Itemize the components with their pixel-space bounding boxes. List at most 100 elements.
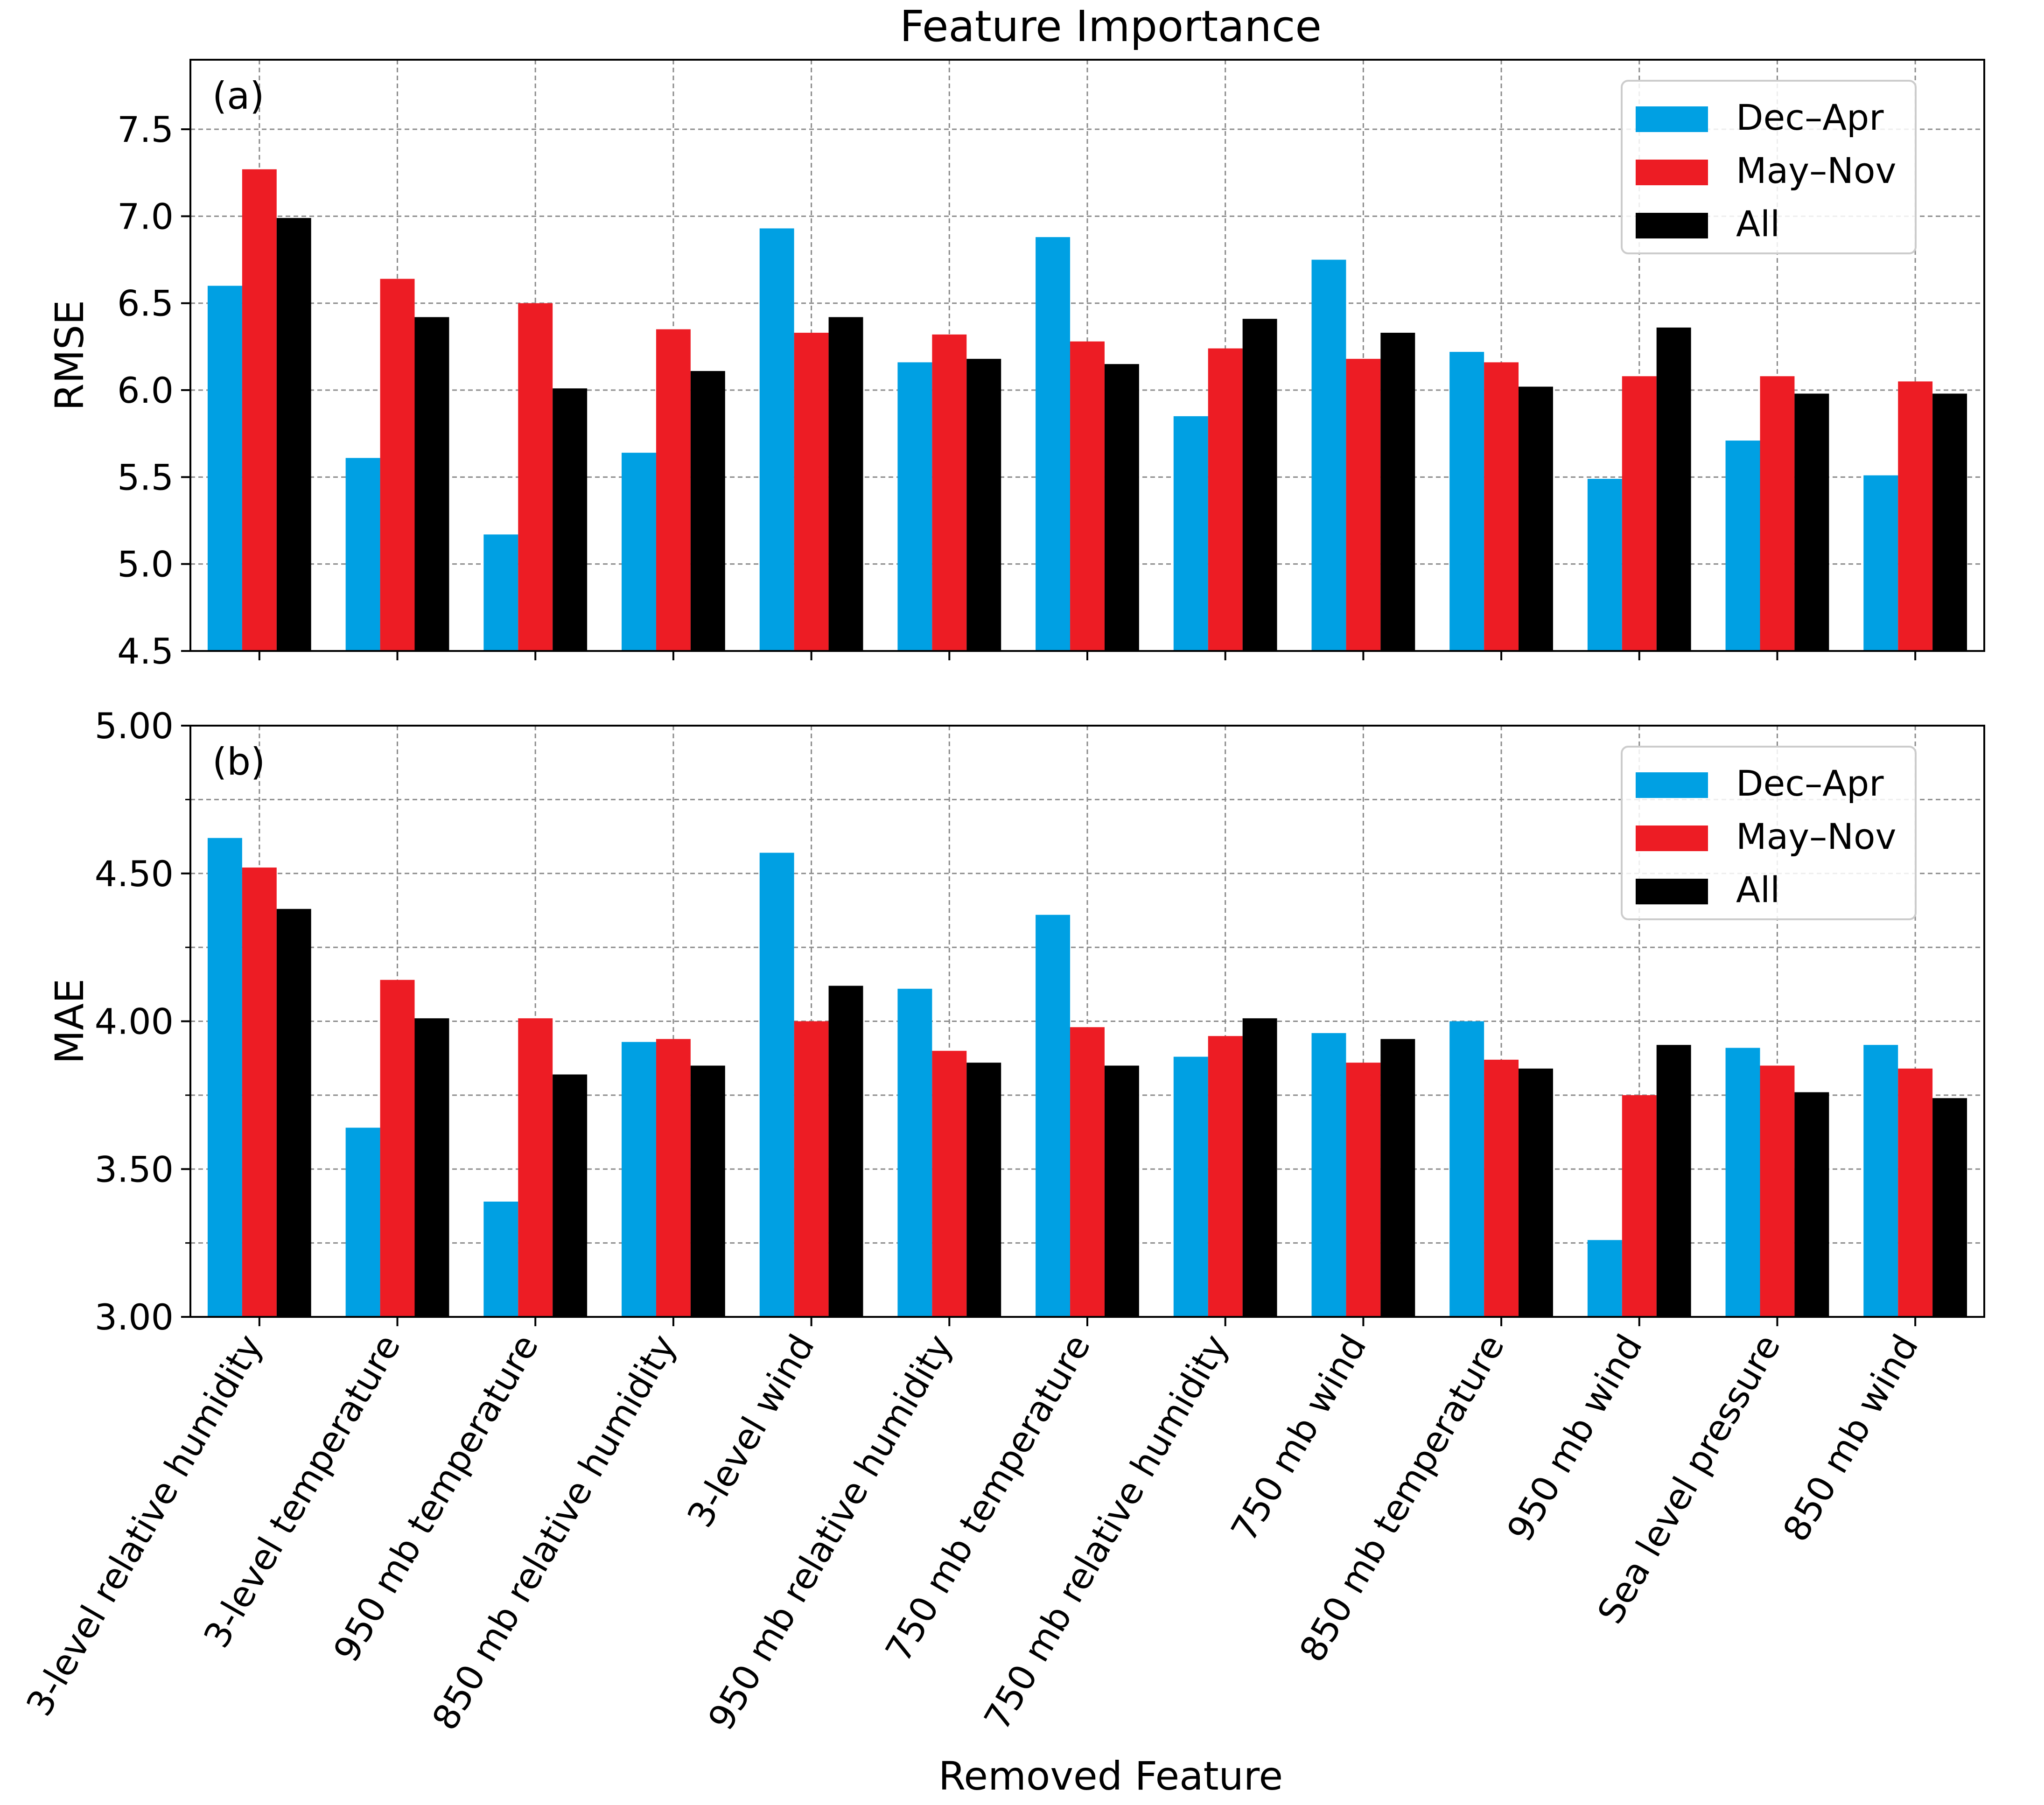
bar-all-3-level-relative-humidity [276,218,311,651]
bar-dec-apr-850-mb-temperature [1449,352,1484,651]
mae-panel: 3.00 3.50 4.00 4.50 5.00 MAE (b) Dec–Apr May–Nov… [18,705,1985,1737]
bar-dec-apr-3-level-temperature [345,1127,380,1317]
chart-title: Feature Importance [900,1,1322,51]
x-tick-label-3-level-wind: 3-level wind [679,1328,822,1534]
bar-all-3-level-relative-humidity [276,909,311,1317]
bar-may-nov-950-mb-temperature [518,1018,553,1317]
x-tick-label-3-level-relative-humidity: 3-level relative humidity [18,1328,271,1723]
bar-dec-apr-3-level-wind [759,853,794,1317]
y-tick-label: 3.00 [95,1296,174,1338]
bar-all-750-mb-wind [1380,1039,1415,1317]
y-tick-label: 6.5 [117,283,174,324]
y-tick-label: 4.50 [95,853,174,895]
y-tick-label: 6.0 [117,370,174,411]
legend-label-dec-apr: Dec–Apr [1736,97,1884,138]
bar-dec-apr-3-level-wind [759,228,794,651]
bar-all-950-mb-temperature [553,388,588,651]
bar-may-nov-3-level-relative-humidity [242,868,277,1317]
legend-swatch-dec-apr [1636,772,1708,798]
bar-all-950-mb-relative-humidity [966,358,1001,651]
bar-may-nov-850-mb-wind [1898,381,1933,651]
bar-dec-apr-750-mb-wind [1311,1033,1346,1317]
x-tick-label-750-mb-relative-humidity: 750 mb relative humidity [976,1328,1236,1737]
bar-may-nov-850-mb-temperature [1484,1059,1519,1317]
bar-may-nov-3-level-relative-humidity [242,169,277,651]
bar-may-nov-750-mb-relative-humidity [1208,1036,1243,1317]
legend-label-may-nov: May–Nov [1736,816,1896,857]
bar-all-750-mb-temperature [1104,1065,1139,1317]
bar-may-nov-950-mb-temperature [518,303,553,651]
bar-all-850-mb-wind [1932,393,1967,651]
y-tick-label: 7.5 [117,109,174,150]
bar-dec-apr-950-mb-wind [1587,479,1622,651]
legend-swatch-may-nov [1636,826,1708,851]
bar-all-750-mb-relative-humidity [1242,319,1277,651]
bar-all-sea-level-pressure [1794,1092,1829,1317]
bar-all-sea-level-pressure [1794,393,1829,651]
legend: Dec–Apr May–Nov All [1621,80,1917,254]
bar-dec-apr-950-mb-relative-humidity [897,362,932,651]
bar-may-nov-750-mb-relative-humidity [1208,348,1243,651]
y-axis-label: MAE [47,979,92,1064]
legend-swatch-may-nov [1636,160,1708,185]
bar-all-850-mb-wind [1932,1098,1967,1317]
bar-all-850-mb-relative-humidity [690,1065,725,1317]
bar-all-750-mb-temperature [1104,364,1139,651]
bar-all-950-mb-wind [1656,327,1691,651]
bar-all-950-mb-temperature [553,1074,588,1317]
bar-all-850-mb-temperature [1519,386,1553,651]
x-tick-label-950-mb-wind: 950 mb wind [1499,1328,1651,1548]
x-axis-label: Removed Feature [938,1753,1283,1799]
bar-dec-apr-750-mb-temperature [1036,237,1071,651]
bar-dec-apr-3-level-relative-humidity [207,838,242,1317]
y-tick-label: 4.5 [117,630,174,672]
bar-may-nov-sea-level-pressure [1760,376,1795,651]
bar-may-nov-750-mb-wind [1346,358,1381,651]
bar-dec-apr-950-mb-temperature [483,534,518,651]
bar-dec-apr-950-mb-temperature [483,1201,518,1317]
y-tick-label: 5.5 [117,456,174,498]
bar-may-nov-3-level-temperature [380,279,415,651]
bar-may-nov-950-mb-wind [1622,376,1657,651]
bar-all-850-mb-temperature [1519,1068,1553,1317]
bar-may-nov-850-mb-relative-humidity [656,329,691,651]
bar-all-850-mb-relative-humidity [690,371,725,651]
bar-dec-apr-850-mb-wind [1863,475,1898,651]
bar-dec-apr-850-mb-wind [1863,1045,1898,1317]
bar-may-nov-750-mb-temperature [1070,341,1105,651]
bar-may-nov-950-mb-relative-humidity [932,1050,967,1317]
legend-label-all: All [1736,203,1780,245]
bar-may-nov-850-mb-wind [1898,1068,1933,1317]
bar-dec-apr-950-mb-relative-humidity [897,988,932,1317]
legend-label-may-nov: May–Nov [1736,150,1896,191]
legend-swatch-dec-apr [1636,106,1708,132]
y-tick-label: 5.00 [95,705,174,747]
bar-may-nov-950-mb-relative-humidity [932,334,967,651]
bar-all-750-mb-relative-humidity [1242,1018,1277,1317]
y-tick-label: 4.00 [95,1001,174,1042]
bar-dec-apr-750-mb-relative-humidity [1173,1056,1208,1317]
y-tick-label: 3.50 [95,1148,174,1190]
bar-dec-apr-950-mb-wind [1587,1240,1622,1317]
panel-label: (b) [212,740,265,784]
bar-all-950-mb-wind [1656,1045,1691,1317]
bar-all-750-mb-wind [1380,333,1415,651]
bar-dec-apr-sea-level-pressure [1725,441,1760,651]
legend-label-all: All [1736,869,1780,910]
bar-dec-apr-850-mb-temperature [1449,1021,1484,1317]
bar-may-nov-750-mb-temperature [1070,1027,1105,1317]
rmse-panel: 4.5 5.0 5.5 6.0 6.5 7.0 7.5 RMSE (a) Dec–Apr May–N… [47,59,1985,672]
bar-dec-apr-3-level-relative-humidity [207,286,242,651]
panel-label: (a) [212,74,264,118]
bar-dec-apr-750-mb-temperature [1036,915,1071,1317]
bar-may-nov-3-level-wind [794,1021,829,1317]
bar-all-3-level-temperature [414,317,449,651]
legend-swatch-all [1636,879,1708,904]
legend: Dec–Apr May–Nov All [1621,746,1917,920]
y-tick-label: 7.0 [117,196,174,237]
bar-dec-apr-3-level-temperature [345,458,380,651]
legend-swatch-all [1636,213,1708,238]
x-tick-label-750-mb-wind: 750 mb wind [1223,1328,1374,1548]
x-tick-label-950-mb-relative-humidity: 950 mb relative humidity [700,1328,960,1737]
